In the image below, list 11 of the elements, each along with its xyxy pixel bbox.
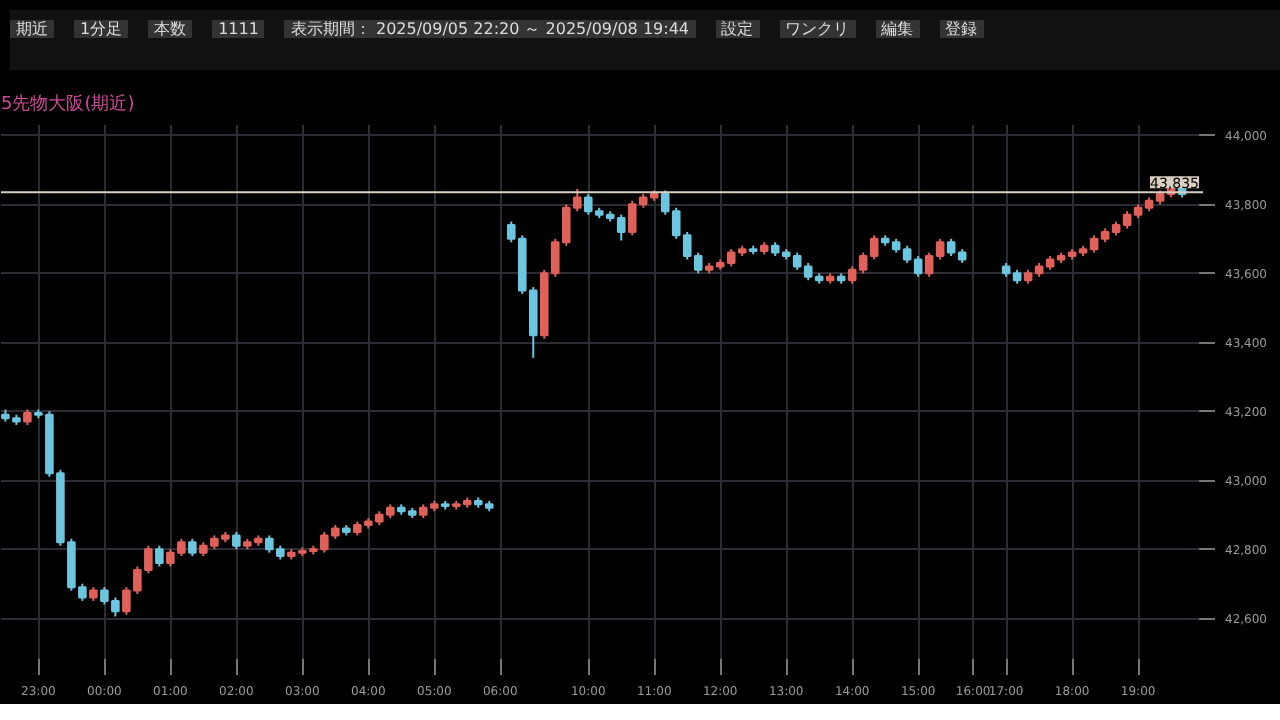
text: ワンクリ — [779, 20, 855, 38]
candlestick — [155, 544, 164, 568]
text: 表示期間： 2025/09/05 22:20 ～ 2025/09/08 19:44 — [284, 20, 695, 38]
text: 登録 — [939, 20, 983, 38]
chart-title: 5先物大阪(期近) — [1, 93, 135, 115]
text: 本数 — [148, 20, 193, 38]
text: 期近 — [10, 20, 54, 38]
text: 設定 — [715, 20, 759, 38]
text: 1111 — [212, 20, 265, 38]
text: 1分足 — [74, 20, 129, 38]
text: 編集 — [875, 20, 919, 38]
